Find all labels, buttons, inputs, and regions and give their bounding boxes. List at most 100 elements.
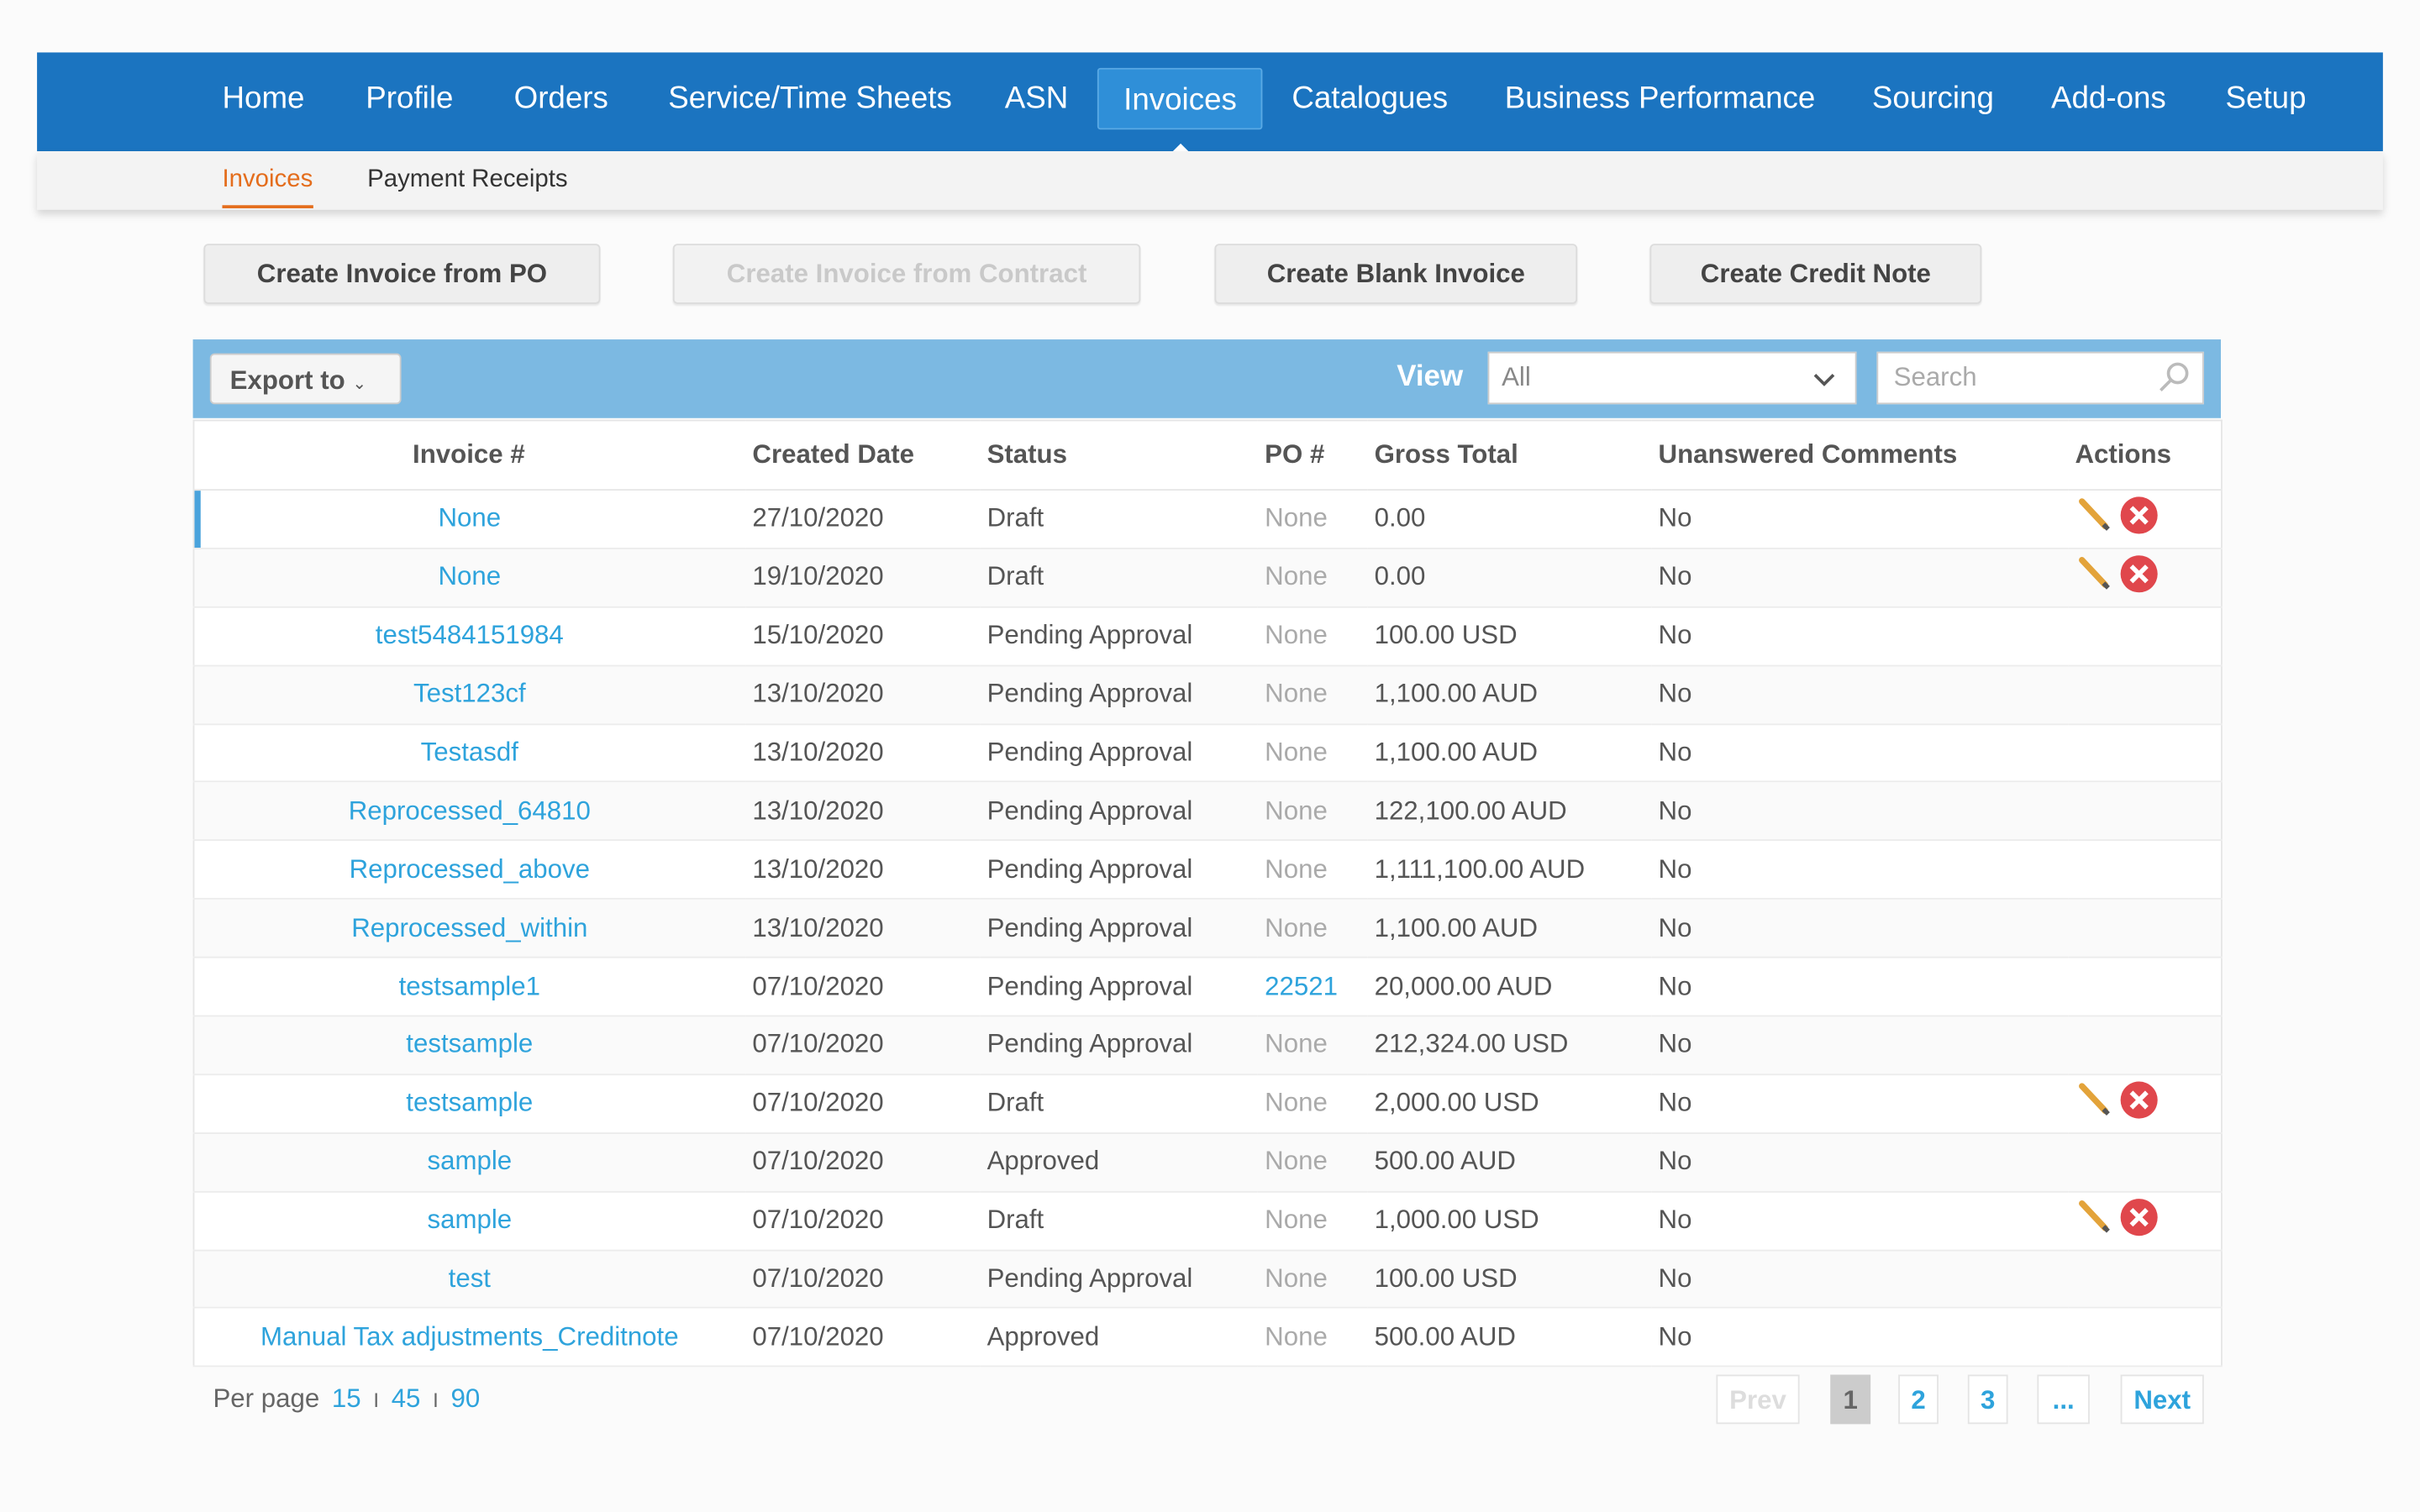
invoice-number[interactable]: test5484151984 bbox=[193, 606, 745, 666]
status: Pending Approval bbox=[979, 606, 1257, 666]
per-page-option[interactable]: 45 bbox=[391, 1383, 421, 1414]
po-number: None bbox=[1256, 1308, 1367, 1368]
invoice-number[interactable]: Reprocessed_above bbox=[193, 840, 745, 900]
unanswered-comments: No bbox=[1650, 1308, 2068, 1368]
nav-item[interactable]: Home bbox=[222, 81, 305, 116]
po-number: None bbox=[1256, 723, 1367, 784]
actions-cell bbox=[2067, 957, 2222, 1017]
delete-icon[interactable] bbox=[2119, 1081, 2157, 1119]
nav-item[interactable]: ASN bbox=[1004, 81, 1069, 116]
subnav-item[interactable]: Payment Receipts bbox=[367, 166, 568, 193]
action-button[interactable]: Create Credit Note bbox=[1649, 244, 1982, 304]
nav-item[interactable]: Catalogues bbox=[1292, 81, 1449, 116]
invoice-number[interactable]: sample bbox=[193, 1132, 745, 1193]
edit-icon[interactable] bbox=[2078, 1200, 2109, 1232]
table-row: Test123cf 13/10/2020 Pending Approval None 1… bbox=[193, 664, 2222, 725]
column-header: Actions bbox=[2067, 420, 2222, 491]
unanswered-comments: No bbox=[1650, 490, 2068, 549]
created-date: 07/10/2020 bbox=[744, 1132, 980, 1193]
per-page-label: Per page bbox=[213, 1383, 320, 1414]
invoice-number[interactable]: None bbox=[193, 490, 745, 549]
po-number: None bbox=[1256, 899, 1367, 958]
invoice-number[interactable]: sample bbox=[193, 1191, 745, 1251]
nav-item[interactable]: Sourcing bbox=[1871, 81, 1994, 116]
nav-item[interactable]: Profile bbox=[366, 81, 454, 116]
invoice-number[interactable]: Reprocessed_64810 bbox=[193, 782, 745, 842]
po-number[interactable]: 22521 bbox=[1256, 957, 1367, 1017]
column-header: Unanswered Comments bbox=[1650, 420, 2068, 491]
invoice-number[interactable]: Testasdf bbox=[193, 723, 745, 784]
per-page-option[interactable]: 15 bbox=[331, 1383, 361, 1414]
page-button[interactable]: 3 bbox=[1967, 1374, 2008, 1425]
table-row: None 19/10/2020 Draft None 0.00 No bbox=[193, 548, 2222, 608]
unanswered-comments: No bbox=[1650, 1132, 2068, 1193]
view-value: All bbox=[1502, 362, 1531, 392]
edit-icon[interactable] bbox=[2078, 1083, 2109, 1116]
invoice-number[interactable]: None bbox=[193, 548, 745, 608]
actions-cell bbox=[2067, 606, 2222, 666]
invoice-number[interactable]: Manual Tax adjustments_Creditnote bbox=[193, 1308, 745, 1368]
row-actions[interactable] bbox=[2074, 552, 2166, 595]
edit-icon[interactable] bbox=[2078, 556, 2109, 590]
per-page-option[interactable]: 90 bbox=[450, 1383, 481, 1414]
subnav-item[interactable]: Invoices bbox=[222, 166, 313, 208]
row-actions[interactable] bbox=[2074, 1195, 2166, 1238]
invoice-number[interactable]: Reprocessed_within bbox=[193, 899, 745, 958]
delete-icon[interactable] bbox=[2119, 554, 2157, 592]
created-date: 07/10/2020 bbox=[744, 1074, 980, 1134]
separator: I bbox=[373, 1389, 379, 1412]
column-header: Status bbox=[979, 420, 1257, 491]
actions-cell bbox=[2067, 1074, 2222, 1134]
unanswered-comments: No bbox=[1650, 840, 2068, 900]
created-date: 07/10/2020 bbox=[744, 1191, 980, 1251]
action-button: Create Invoice from Contract bbox=[672, 244, 1141, 304]
next-button[interactable]: Next bbox=[2120, 1374, 2204, 1425]
actions-cell bbox=[2067, 1249, 2222, 1310]
gross-total: 1,111,100.00 AUD bbox=[1366, 840, 1651, 900]
status: Pending Approval bbox=[979, 840, 1257, 900]
page-button[interactable]: 2 bbox=[1898, 1374, 1939, 1425]
invoice-number[interactable]: test bbox=[193, 1249, 745, 1310]
actions-cell bbox=[2067, 490, 2222, 549]
export-button[interactable]: Export to ⌄ bbox=[209, 353, 402, 405]
table-row: Reprocessed_64810 13/10/2020 Pending Appro… bbox=[193, 782, 2222, 842]
view-select[interactable]: All bbox=[1487, 351, 1857, 405]
gross-total: 100.00 USD bbox=[1366, 606, 1651, 666]
nav-item[interactable]: Invoices bbox=[1097, 67, 1264, 155]
search-box[interactable]: Search bbox=[1876, 351, 2204, 405]
unanswered-comments: No bbox=[1650, 1016, 2068, 1076]
nav-item[interactable]: Orders bbox=[513, 81, 608, 116]
search-placeholder: Search bbox=[1893, 362, 1977, 392]
nav-item[interactable]: Add-ons bbox=[2050, 81, 2166, 116]
delete-icon[interactable] bbox=[2119, 1198, 2157, 1236]
nav-item[interactable]: Business Performance bbox=[1504, 81, 1816, 116]
actions-cell bbox=[2067, 723, 2222, 784]
invoice-number[interactable]: testsample1 bbox=[193, 957, 745, 1017]
nav-item[interactable]: Service/Time Sheets bbox=[668, 81, 952, 116]
unanswered-comments: No bbox=[1650, 1249, 2068, 1310]
po-number: None bbox=[1256, 1191, 1367, 1251]
row-actions[interactable] bbox=[2074, 494, 2166, 537]
table-row: Testasdf 13/10/2020 Pending Approval None 1,… bbox=[193, 723, 2222, 784]
edit-icon[interactable] bbox=[2078, 498, 2109, 531]
page-button[interactable]: 1 bbox=[1830, 1374, 1871, 1425]
created-date: 13/10/2020 bbox=[744, 840, 980, 900]
top-nav: Home Profile Orders Service/Time Sheets ASN I… bbox=[37, 52, 2383, 155]
ellipsis-button[interactable]: ... bbox=[2037, 1374, 2090, 1425]
created-date: 27/10/2020 bbox=[744, 490, 980, 549]
unanswered-comments: No bbox=[1650, 606, 2068, 666]
action-button[interactable]: Create Invoice from PO bbox=[203, 244, 601, 304]
created-date: 07/10/2020 bbox=[744, 1249, 980, 1310]
actions-cell bbox=[2067, 840, 2222, 900]
row-actions[interactable] bbox=[2074, 1079, 2166, 1121]
action-button[interactable]: Create Blank Invoice bbox=[1214, 244, 1578, 304]
delete-icon[interactable] bbox=[2119, 496, 2157, 534]
invoice-table: Invoice # Created Date Status PO # Gross Tot… bbox=[192, 419, 2223, 1368]
invoice-number[interactable]: testsample bbox=[193, 1074, 745, 1134]
invoice-number[interactable]: Test123cf bbox=[193, 664, 745, 725]
nav-item[interactable]: Setup bbox=[2225, 81, 2307, 116]
invoice-number[interactable]: testsample bbox=[193, 1016, 745, 1076]
actions-cell bbox=[2067, 899, 2222, 958]
column-header: Invoice # bbox=[193, 420, 745, 491]
